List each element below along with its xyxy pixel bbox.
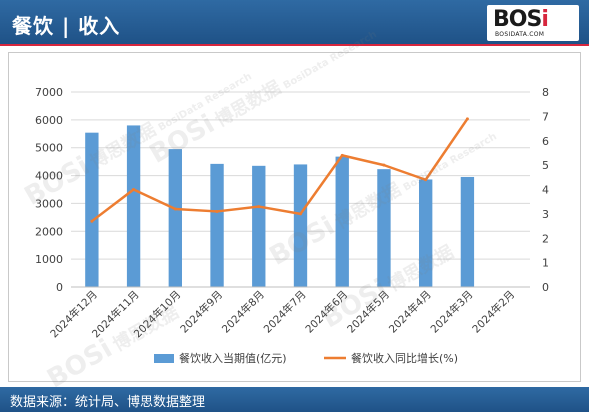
y2-tick-label: 4 bbox=[542, 184, 549, 197]
line-point bbox=[299, 212, 302, 216]
x-tick-label: 2024年5月 bbox=[344, 288, 392, 336]
x-tick-label: 2024年7月 bbox=[261, 288, 309, 336]
y-tick-label: 0 bbox=[56, 281, 63, 294]
bar bbox=[460, 176, 475, 287]
growth-line bbox=[91, 118, 469, 223]
legend-bar-swatch bbox=[154, 354, 174, 363]
header-bar: 餐饮 | 收入 BOSi BOSIDATA.COM bbox=[0, 0, 589, 46]
data-source: 数据来源：统计局、博思数据整理 bbox=[10, 395, 206, 410]
bar bbox=[126, 125, 141, 287]
y2-tick-label: 5 bbox=[542, 159, 549, 172]
line-point bbox=[90, 219, 94, 223]
bar bbox=[293, 164, 308, 287]
y2-tick-label: 3 bbox=[542, 208, 549, 221]
footer-bar: 数据来源：统计局、博思数据整理 bbox=[0, 387, 589, 412]
logo-accent: i bbox=[541, 7, 548, 32]
line-point bbox=[132, 188, 136, 191]
y-tick-label: 3000 bbox=[35, 197, 63, 210]
line-point bbox=[340, 153, 344, 157]
bar bbox=[335, 156, 349, 287]
combo-chart: 0 1000 2000 3000 4000 5000 6000 7000 0 1 2 3 4 5 6 7 8 20… bbox=[35, 86, 549, 365]
x-tick-label: 2024年3月 bbox=[428, 288, 476, 336]
bar bbox=[419, 179, 433, 287]
y-tick-label: 7000 bbox=[35, 86, 63, 99]
line-point bbox=[257, 205, 261, 209]
logo-letters: BOS bbox=[493, 7, 542, 32]
line-point bbox=[465, 117, 469, 121]
line-point bbox=[215, 209, 219, 213]
y-tick-label: 2000 bbox=[35, 225, 63, 238]
y2-tick-label: 0 bbox=[542, 281, 549, 294]
y2-tick-label: 1 bbox=[542, 257, 549, 270]
y2-tick-label: 6 bbox=[542, 135, 549, 148]
line-point bbox=[424, 178, 428, 182]
y2-tick-label: 7 bbox=[542, 110, 549, 123]
logo-wordmark: BOSi bbox=[493, 7, 549, 32]
bar bbox=[85, 132, 99, 287]
bar bbox=[168, 149, 182, 287]
y-tick-label: 5000 bbox=[35, 142, 63, 155]
x-tick-label: 2024年9月 bbox=[178, 288, 226, 336]
y2-tick-label: 8 bbox=[542, 86, 549, 99]
bosi-logo: BOSi BOSIDATA.COM bbox=[487, 5, 579, 41]
bar bbox=[252, 165, 266, 287]
line-point bbox=[173, 207, 177, 211]
bar bbox=[377, 169, 391, 287]
page-title: 餐饮 | 收入 bbox=[12, 14, 121, 38]
chart-panel: 0 1000 2000 3000 4000 5000 6000 7000 0 1 2 3 4 5 6 7 8 20… bbox=[8, 52, 581, 382]
legend-bar-label: 餐饮收入当期值(亿元) bbox=[179, 351, 287, 365]
x-tick-label: 2024年8月 bbox=[219, 288, 267, 336]
x-tick-label: 2024年6月 bbox=[303, 288, 351, 336]
line-point bbox=[382, 163, 386, 167]
y2-tick-label: 2 bbox=[542, 232, 549, 245]
y-tick-label: 6000 bbox=[35, 114, 63, 127]
legend-line-label: 餐饮收入同比增长(%) bbox=[351, 351, 458, 365]
bar bbox=[210, 163, 224, 287]
y-tick-label: 4000 bbox=[35, 170, 63, 183]
x-tick-label: 2024年2月 bbox=[470, 288, 518, 336]
y-tick-label: 1000 bbox=[35, 253, 63, 266]
x-tick-label: 2024年4月 bbox=[386, 288, 434, 336]
logo-domain: BOSIDATA.COM bbox=[495, 31, 545, 38]
